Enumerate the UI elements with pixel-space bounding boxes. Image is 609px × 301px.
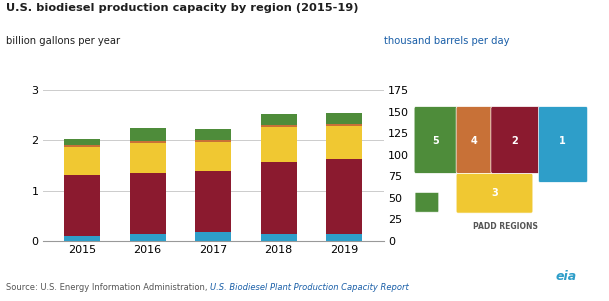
Bar [261,127,297,162]
FancyBboxPatch shape [415,192,438,212]
Bar [326,113,362,124]
Bar [195,232,231,241]
Bar [261,162,297,234]
Text: 2: 2 [511,136,518,146]
Bar [326,234,362,241]
Bar [130,129,166,141]
Bar [130,234,166,241]
Text: 5: 5 [432,136,440,146]
Bar [326,124,362,126]
Text: billion gallons per year: billion gallons per year [6,36,120,46]
Text: Source: U.S. Energy Information Administration,: Source: U.S. Energy Information Administ… [6,283,210,292]
Bar [261,126,297,127]
Bar [261,114,297,126]
Text: thousand barrels per day: thousand barrels per day [384,36,509,46]
Text: PADD REGIONS: PADD REGIONS [473,222,538,231]
FancyBboxPatch shape [414,107,458,173]
Bar [326,159,362,234]
FancyBboxPatch shape [491,107,540,173]
Bar [64,175,100,236]
FancyBboxPatch shape [538,107,588,182]
Bar [130,141,166,143]
Bar [195,142,231,171]
Text: U.S. Biodiesel Plant Production Capacity Report: U.S. Biodiesel Plant Production Capacity… [210,283,409,292]
Text: U.S. biodiesel production capacity by region (2015-19): U.S. biodiesel production capacity by re… [6,3,359,13]
Bar [64,139,100,145]
Text: eia: eia [556,270,577,283]
FancyBboxPatch shape [456,173,533,213]
Text: 4: 4 [471,136,478,146]
Bar [130,173,166,234]
Bar [130,143,166,173]
Text: 1: 1 [558,136,566,146]
Bar [64,236,100,241]
Text: 3: 3 [491,188,498,198]
Bar [195,140,231,142]
Bar [261,234,297,241]
Bar [195,129,231,140]
Bar [326,126,362,159]
Bar [64,145,100,147]
Bar [64,147,100,175]
Bar [195,171,231,232]
FancyBboxPatch shape [456,107,493,173]
